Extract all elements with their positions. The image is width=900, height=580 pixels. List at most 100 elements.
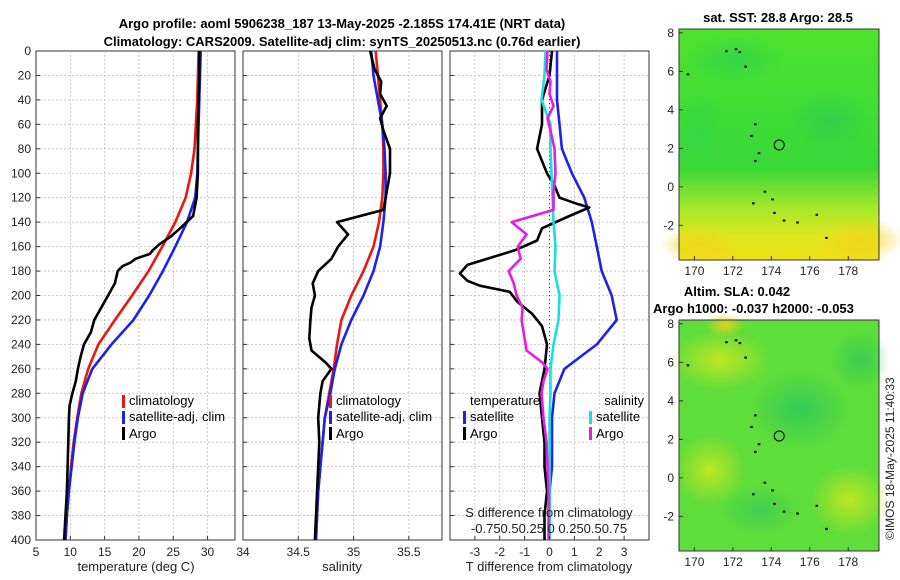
island-mark: [815, 213, 818, 216]
y-tick-label: 220: [11, 313, 31, 327]
legend-swatch-t-satellite: [463, 411, 466, 424]
sla-map-title-line2: Argo h1000: -0.037 h2000: -0.053: [653, 301, 854, 316]
salinity-xlabel: salinity: [322, 559, 362, 574]
x-tick-label: -2: [494, 545, 505, 559]
figure-title-line2: Climatology: CARS2009. Satellite-adj cli…: [104, 34, 581, 49]
island-mark: [763, 481, 767, 484]
legend-swatch-s-argo: [589, 427, 592, 440]
x-tick-label: -3: [470, 545, 481, 559]
figure-title-line1: Argo profile: aoml 5906238_187 13-May-20…: [119, 16, 566, 31]
island-mark: [754, 414, 757, 417]
sla-patch: [675, 435, 745, 505]
y-tick-label: 160: [11, 240, 31, 254]
x-tick-label: 34: [236, 545, 250, 559]
temperature-ticks: 0 20 40 60 80 100 120 140 160 180 200 220 240 260 280 3…: [11, 44, 215, 559]
legend-swatch-argo: [329, 427, 332, 440]
island-mark: [825, 236, 828, 239]
sla-patch: [670, 330, 770, 390]
sla-map-ticks: 170 172 174 176 178 -2 0 2 4 6 8: [663, 317, 858, 569]
y-tick-label: 80: [18, 142, 32, 156]
sla-map-frame: [678, 319, 880, 552]
map-y-tick-label: 0: [667, 471, 674, 485]
island-mark: [754, 159, 757, 162]
temperature-xlabel: temperature (deg C): [77, 559, 194, 574]
island-mark: [771, 198, 774, 201]
y-tick-label: 20: [18, 68, 32, 82]
sla-patch: [750, 370, 850, 450]
series-line-argo: [62, 51, 201, 540]
island-mark: [750, 425, 753, 428]
island-mark: [773, 502, 776, 505]
island-mark: [773, 211, 776, 214]
island-mark: [815, 504, 818, 507]
sla-patch: [810, 465, 890, 535]
x-tick-label: 0: [546, 545, 553, 559]
map-x-tick-label: 174: [761, 555, 781, 569]
map-y-tick-label: 6: [667, 64, 674, 78]
map-x-tick-label: 172: [723, 264, 743, 278]
sla-map-panel: Altim. SLA: 0.042 Argo h1000: -0.037 h20…: [653, 284, 890, 569]
sla-patch: [705, 313, 745, 337]
series-line-t-argo: [458, 51, 591, 540]
map-x-tick-label: 170: [684, 555, 704, 569]
island-mark: [757, 152, 761, 155]
sst-map-argo-marker: [773, 139, 785, 151]
sst-map-frame: [678, 28, 880, 261]
y-tick-label: 180: [11, 264, 31, 278]
island-mark: [686, 73, 690, 76]
x-tick-label: 1: [571, 545, 578, 559]
map-y-tick-label: 0: [667, 180, 674, 194]
difference-xlabel: T difference from climatology: [466, 559, 633, 574]
map-y-tick-label: 4: [667, 103, 674, 117]
legend-label-argo: Argo: [129, 426, 156, 441]
difference-panel: -3 -2 -1 0 1 2 3 S difference from climatology…: [449, 50, 650, 574]
series-line-t-satellite: [548, 51, 619, 540]
y-tick-label: 0: [24, 44, 31, 58]
legend-label-s-satellite: satellite: [596, 409, 640, 424]
y-tick-label: 140: [11, 215, 31, 229]
island-mark: [744, 65, 747, 68]
y-tick-label: 360: [11, 484, 31, 498]
map-y-tick-label: -2: [663, 509, 674, 523]
map-y-tick-label: 8: [667, 26, 674, 40]
island-mark: [738, 342, 742, 345]
difference-lines: [458, 51, 619, 540]
y-tick-label: 240: [11, 337, 31, 351]
y-tick-label: 300: [11, 411, 31, 425]
sla-patch: [830, 330, 890, 390]
map-y-tick-label: 4: [667, 394, 674, 408]
map-y-tick-label: 2: [667, 141, 674, 155]
sst-map-islands: [686, 48, 828, 239]
island-mark: [744, 356, 747, 359]
imos-timestamp: ©IMOS 18-May-2025 11:40:33: [883, 377, 897, 540]
island-mark: [757, 443, 761, 446]
map-x-tick-label: 174: [761, 264, 781, 278]
island-mark: [734, 48, 738, 51]
island-mark: [796, 512, 799, 515]
difference-ticks: -3 -2 -1 0 1 2 3: [450, 50, 628, 559]
y-tick-label: 320: [11, 435, 31, 449]
series-line-s-argo: [507, 51, 557, 540]
legend-swatch-satellite: [122, 411, 125, 424]
island-mark: [763, 190, 767, 193]
y-tick-label: 380: [11, 509, 31, 523]
map-y-tick-label: 2: [667, 432, 674, 446]
x-tick-label: 20: [132, 545, 146, 559]
map-x-tick-label: 176: [800, 264, 820, 278]
sst-map-panel: sat. SST: 28.8 Argo: 28.5 170 172 174 176 17…: [660, 10, 900, 278]
island-mark: [782, 510, 786, 513]
sla-map-argo-marker: [773, 430, 785, 442]
legend-swatch-s-satellite: [589, 411, 592, 424]
map-y-tick-label: 8: [667, 317, 674, 331]
map-y-tick-label: 6: [667, 355, 674, 369]
legend-swatch-argo: [122, 427, 125, 440]
island-mark: [725, 341, 728, 344]
island-mark: [771, 489, 774, 492]
y-tick-label: 280: [11, 386, 31, 400]
salinity-lines: [307, 51, 392, 540]
temperature-legend: climatology satellite-adj. clim Argo: [122, 393, 225, 441]
sst-warm-patch: [685, 35, 785, 85]
legend-label-satellite: satellite-adj. clim: [129, 409, 225, 424]
x-tick-label: 3: [621, 545, 628, 559]
legend-label-climatology: climatology: [336, 393, 402, 408]
